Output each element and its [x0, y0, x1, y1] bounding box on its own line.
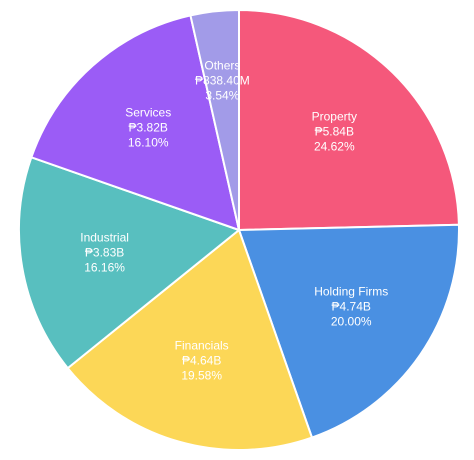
slice-percent: 16.10%: [128, 135, 169, 149]
pie-slice: [238, 8, 460, 232]
slice-name: Holding Firms: [314, 285, 388, 299]
slice-percent: 3.54%: [205, 88, 239, 102]
slice-amount: ₱4.74B: [332, 300, 371, 314]
pie-slice: [189, 8, 240, 231]
pie-slice: [18, 156, 242, 370]
slice-percent: 20.00%: [331, 315, 372, 329]
slice-name: Others: [204, 58, 240, 72]
slice-name: Property: [312, 110, 357, 124]
slice-percent: 19.58%: [181, 368, 222, 382]
slice-amount: ₱5.84B: [315, 125, 354, 139]
slice-amount: ₱4.64B: [182, 353, 221, 367]
slice-name: Industrial: [80, 230, 129, 244]
pie-slice: [30, 14, 241, 232]
slice-percent: 24.62%: [314, 140, 355, 154]
slice-name: Financials: [175, 338, 229, 352]
slice-amount: ₱3.82B: [129, 120, 168, 134]
pie-slice: [66, 228, 314, 451]
slice-amount: ₱838.40M: [195, 73, 250, 87]
slice-amount: ₱3.83B: [85, 245, 124, 259]
slice-percent: 16.16%: [84, 260, 125, 274]
slice-name: Services: [125, 105, 171, 119]
